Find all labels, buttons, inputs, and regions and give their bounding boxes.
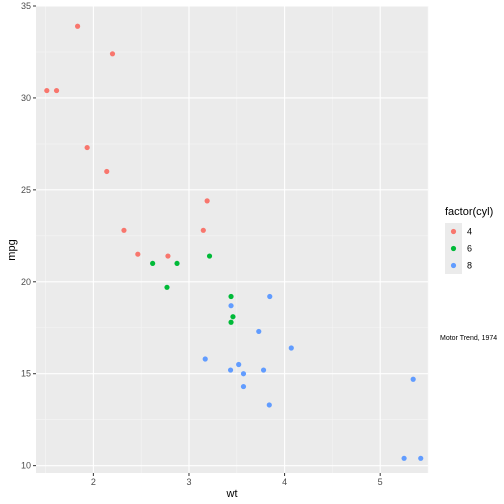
minor-gridlines — [36, 6, 429, 473]
y-axis-ticks: 10 15 20 25 30 35 — [21, 1, 36, 471]
x-tick-label: 3 — [186, 477, 191, 487]
y-tick-label: 30 — [21, 93, 31, 103]
point-cyl-4 — [104, 168, 110, 175]
x-tick-label: 2 — [91, 477, 96, 487]
point-cyl-6 — [228, 319, 234, 325]
point-cyl-8 — [227, 367, 234, 373]
point-cyl-8 — [236, 361, 242, 368]
point-cyl-8 — [288, 345, 294, 351]
x-tick-label: 5 — [378, 477, 383, 487]
point-cyl-6 — [230, 314, 236, 320]
x-axis-ticks: 2 3 4 5 — [91, 473, 383, 487]
point-cyl-8 — [240, 371, 247, 377]
point-cyl-8 — [240, 383, 247, 390]
legend-label-4: 4 — [467, 227, 472, 237]
point-cyl-6 — [228, 293, 234, 300]
x-axis-title: wt — [226, 488, 238, 500]
major-gridlines — [36, 5, 428, 473]
point-cyl-8 — [401, 455, 407, 461]
point-cyl-6 — [150, 260, 156, 267]
legend-key-4 — [450, 228, 457, 235]
point-cyl-4 — [109, 51, 116, 57]
point-cyl-8 — [410, 376, 416, 382]
point-cyl-6 — [174, 260, 180, 267]
plot-panel — [36, 6, 428, 473]
legend: factor(cyl) 4 6 8 — [445, 206, 493, 274]
point-cyl-8 — [418, 455, 424, 461]
y-tick-label: 25 — [21, 185, 31, 195]
point-cyl-4 — [84, 144, 90, 151]
point-cyl-6 — [206, 253, 213, 259]
caption-annotation: Motor Trend, 1974 — [440, 335, 497, 342]
y-tick-label: 35 — [21, 1, 31, 11]
y-tick-label: 15 — [21, 369, 31, 379]
point-cyl-4 — [53, 87, 60, 94]
point-cyl-8 — [256, 328, 262, 335]
legend-key-8 — [450, 262, 457, 269]
point-cyl-4 — [165, 253, 171, 259]
point-cyl-4 — [135, 251, 141, 257]
point-cyl-8 — [202, 356, 208, 362]
y-axis-title: mpg — [6, 239, 18, 260]
legend-key-6 — [450, 245, 457, 252]
point-cyl-4 — [200, 227, 206, 233]
point-cyl-8 — [266, 402, 272, 408]
data-points — [44, 23, 424, 461]
point-cyl-4 — [204, 198, 210, 204]
legend-label-6: 6 — [467, 244, 472, 254]
point-cyl-4 — [74, 23, 81, 29]
y-tick-label: 10 — [21, 461, 31, 471]
point-cyl-8 — [260, 367, 267, 373]
point-cyl-4 — [44, 87, 50, 94]
point-cyl-6 — [164, 284, 170, 290]
legend-title: factor(cyl) — [445, 206, 493, 218]
point-cyl-8 — [267, 293, 273, 300]
y-tick-label: 20 — [21, 277, 31, 287]
x-tick-label: 4 — [282, 477, 287, 487]
point-cyl-4 — [121, 227, 127, 233]
legend-label-8: 8 — [467, 261, 472, 271]
point-cyl-8 — [228, 303, 234, 309]
